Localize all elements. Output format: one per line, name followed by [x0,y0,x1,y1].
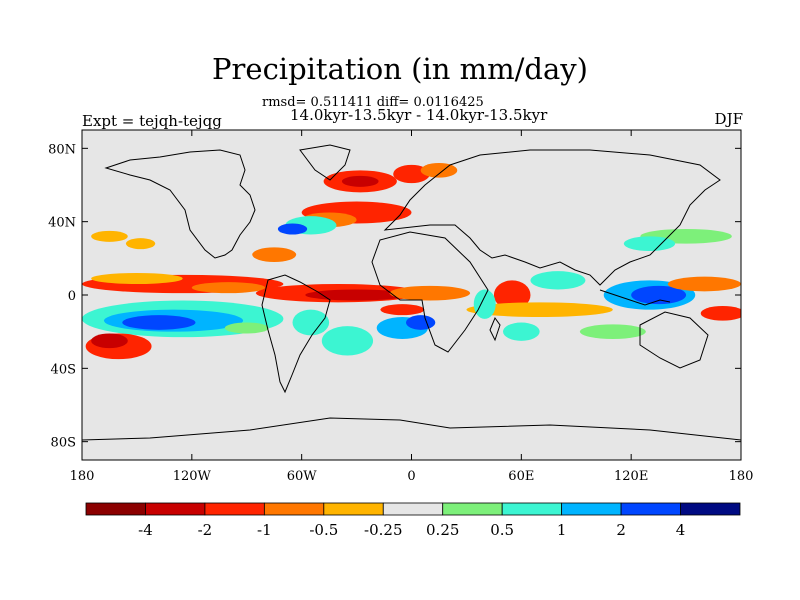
anomaly-region-1 [191,282,266,294]
coastline-south-america [261,274,331,394]
chart-title: Precipitation (in mm/day) [212,52,588,86]
anomaly-region-31 [667,276,741,292]
anomaly-region-11 [292,309,330,336]
x-tick-label: 120W [173,469,212,484]
anomaly-region-36 [125,238,156,250]
x-tick-label: 0 [407,469,415,484]
y-tick-label: 80N [48,142,76,157]
anomaly-region-38 [579,324,646,339]
anomaly-region-28 [530,271,586,290]
y-tick-label: 40S [51,362,76,377]
coastline-antarctica [82,417,741,441]
colorbar-label: 0.5 [490,521,514,539]
coastline-greenland [299,144,351,181]
colorbar-label: -1 [257,521,272,539]
colorbar-box-1 [145,502,206,516]
colorbar-box-0 [85,502,146,516]
anomaly-region-5 [122,315,196,330]
colorbar-box-5 [382,502,444,516]
x-tick-label: 180 [729,469,754,484]
anomaly-region-17 [341,175,379,187]
coastline-africa [371,231,489,353]
colorbar-label: -0.25 [364,521,402,539]
coastline-north-america [104,149,256,259]
anomaly-region-7 [91,333,128,349]
colorbar-box-7 [501,502,563,516]
colorbar-box-2 [204,502,265,516]
coastline-maritime-continent [599,289,671,306]
colorbar-label: 0.25 [426,521,459,539]
x-tick-label: 120E [614,469,648,484]
y-tick-label: 40N [48,216,76,231]
anomaly-region-34 [623,236,676,252]
anomaly-region-23 [277,223,308,235]
anomaly-region-35 [91,230,128,242]
coastlines [82,144,741,441]
anomaly-region-10 [389,285,471,301]
anomaly-region-25 [493,280,531,310]
colorbar-box-8 [561,502,622,516]
colorbar-box-6 [442,502,503,516]
colorbar-box-10 [680,502,741,516]
colorbar-label: 4 [676,521,686,539]
season-label: DJF [714,110,743,128]
coastline-madagascar [489,316,501,342]
y-axis: 80N 40N 0 40S 80S [48,142,741,451]
anomaly-region-12 [321,326,374,356]
y-tick-label: 80S [51,436,76,451]
anomaly-region-15 [380,304,425,316]
x-tick-label: 180 [70,469,95,484]
anomaly-region-26 [466,302,613,317]
chart-subtitle: 14.0kyr-13.5kyr - 14.0kyr-13.5kyr [290,106,548,124]
anomaly-region-37 [224,322,269,334]
anomaly-region-30 [631,285,687,305]
anomaly-region-27 [503,322,540,341]
colorbar-label: -4 [138,521,153,539]
colorbar-box-3 [263,502,325,516]
colorbar-label: 1 [557,521,567,539]
anomaly-region-9 [305,289,408,301]
colorbar-label: 2 [616,521,626,539]
colorbar-box-4 [323,502,384,516]
anomaly-region-39 [473,289,496,319]
x-axis: 180 120W 60W 0 60E 120E 180 [70,130,754,484]
x-tick-label: 60E [508,469,534,484]
anomaly-region-32 [700,306,741,321]
anomaly-field [82,163,741,360]
anomaly-region-2 [91,273,183,284]
anomaly-region-24 [252,247,297,262]
y-tick-label: 0 [68,289,76,304]
colorbar-box-9 [620,502,681,516]
anomaly-region-18 [393,164,430,184]
rmsd-diff-stats: rmsd= 0.511411 diff= 0.0116425 [262,95,484,110]
x-tick-label: 60W [287,469,318,484]
colorbar-label: -2 [198,521,213,539]
experiment-label: Expt = tejqh-tejqg [82,112,222,130]
coastline-eurasia [383,149,721,286]
coastline-australia [639,311,709,369]
colorbar-label: -0.5 [309,521,338,539]
